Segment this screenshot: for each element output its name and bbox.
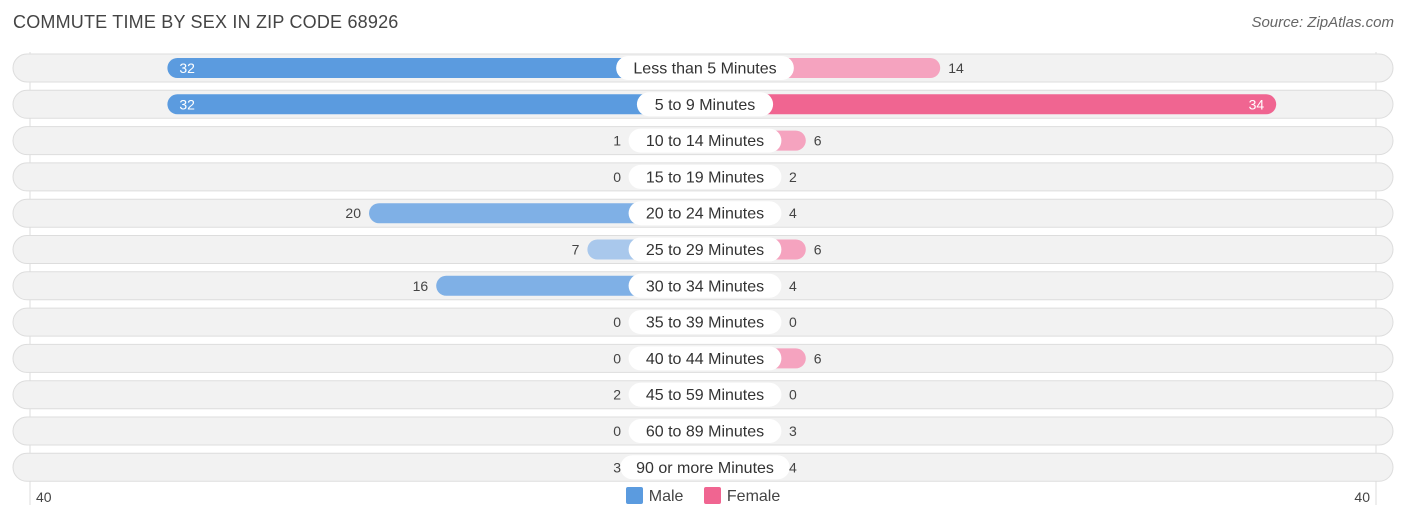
male-value-label: 32	[179, 96, 195, 112]
male-value-label: 3	[613, 459, 621, 475]
male-value-label: 0	[613, 423, 621, 439]
category-pill	[620, 455, 790, 480]
male-value-label: 0	[613, 350, 621, 366]
legend-label-female: Female	[726, 488, 781, 505]
category-label: 45 to 59 Minutes	[646, 387, 764, 404]
category-label: 35 to 39 Minutes	[646, 315, 764, 332]
category-pill	[636, 92, 774, 117]
category-pill	[628, 128, 782, 153]
category-pill	[628, 382, 782, 407]
male-bar	[369, 203, 715, 224]
axis-left-label: 40	[36, 489, 52, 505]
category-label: 60 to 89 Minutes	[646, 424, 764, 441]
male-value-label: 7	[572, 242, 580, 258]
category-label: 15 to 19 Minutes	[646, 169, 764, 186]
male-value-label: 2	[613, 387, 621, 403]
table-row: 10 to 14 Minutes 1 6	[12, 126, 1394, 156]
female-value-label: 4	[789, 459, 797, 475]
category-label: 10 to 14 Minutes	[646, 133, 764, 150]
legend-swatch-female	[703, 487, 721, 504]
female-value-label: 6	[814, 350, 822, 366]
category-label: 25 to 29 Minutes	[646, 242, 764, 259]
female-value-label: 14	[948, 60, 964, 76]
male-value-label: 32	[179, 60, 195, 76]
female-value-label: 4	[789, 205, 797, 221]
legend: Male Female	[0, 487, 1406, 506]
table-row: 60 to 89 Minutes 0 3	[12, 416, 1394, 446]
table-row: 35 to 39 Minutes 0 0	[12, 307, 1394, 337]
category-label: 40 to 44 Minutes	[646, 351, 764, 368]
chart-title: COMMUTE TIME BY SEX IN ZIP CODE 68926	[13, 12, 399, 32]
table-row: Less than 5 Minutes 32 14	[12, 53, 1394, 83]
female-value-label: 34	[1249, 96, 1265, 112]
category-pill	[616, 56, 794, 80]
axis-right-label: 40	[1354, 489, 1370, 505]
female-value-label: 2	[789, 169, 797, 185]
table-row: 5 to 9 Minutes 32 34	[12, 89, 1394, 119]
category-pill	[628, 273, 782, 298]
category-pill	[628, 164, 782, 189]
male-value-label: 0	[613, 169, 621, 185]
male-bar	[167, 58, 715, 78]
legend-label-male: Male	[648, 488, 684, 505]
legend-swatch-male	[625, 487, 643, 504]
female-value-label: 4	[789, 278, 797, 294]
male-bar	[167, 94, 715, 115]
table-row: 45 to 59 Minutes 2 0	[12, 380, 1394, 410]
category-pill	[628, 310, 782, 335]
category-label: Less than 5 Minutes	[633, 61, 776, 78]
male-value-label: 0	[613, 314, 621, 330]
table-row: 20 to 24 Minutes 20 4	[12, 198, 1394, 228]
legend-item-male[interactable]: Male	[625, 487, 684, 506]
legend-item-female[interactable]: Female	[703, 487, 781, 506]
female-value-label: 0	[789, 387, 797, 403]
category-label: 20 to 24 Minutes	[646, 206, 764, 223]
table-row: 15 to 19 Minutes 0 2	[12, 162, 1394, 192]
female-value-label: 3	[789, 423, 797, 439]
category-label: 30 to 34 Minutes	[646, 278, 764, 295]
table-row: 90 or more Minutes 3 4	[12, 452, 1394, 482]
category-pill	[628, 419, 782, 443]
source-label: Source: ZipAtlas.com	[1251, 14, 1394, 31]
male-value-label: 16	[413, 278, 429, 294]
category-pill	[628, 201, 782, 226]
table-row: 40 to 44 Minutes 0 6	[12, 343, 1394, 373]
male-value-label: 1	[613, 133, 621, 149]
category-label: 5 to 9 Minutes	[655, 97, 756, 114]
table-row: 25 to 29 Minutes 7 6	[12, 235, 1394, 264]
table-row: 30 to 34 Minutes 16 4	[12, 271, 1394, 301]
male-value-label: 20	[345, 205, 361, 221]
female-value-label: 6	[814, 133, 822, 149]
category-pill	[628, 346, 782, 371]
category-label: 90 or more Minutes	[636, 460, 774, 477]
female-value-label: 0	[789, 314, 797, 330]
female-value-label: 6	[814, 242, 822, 258]
category-pill	[628, 237, 782, 262]
female-bar	[695, 94, 1277, 115]
